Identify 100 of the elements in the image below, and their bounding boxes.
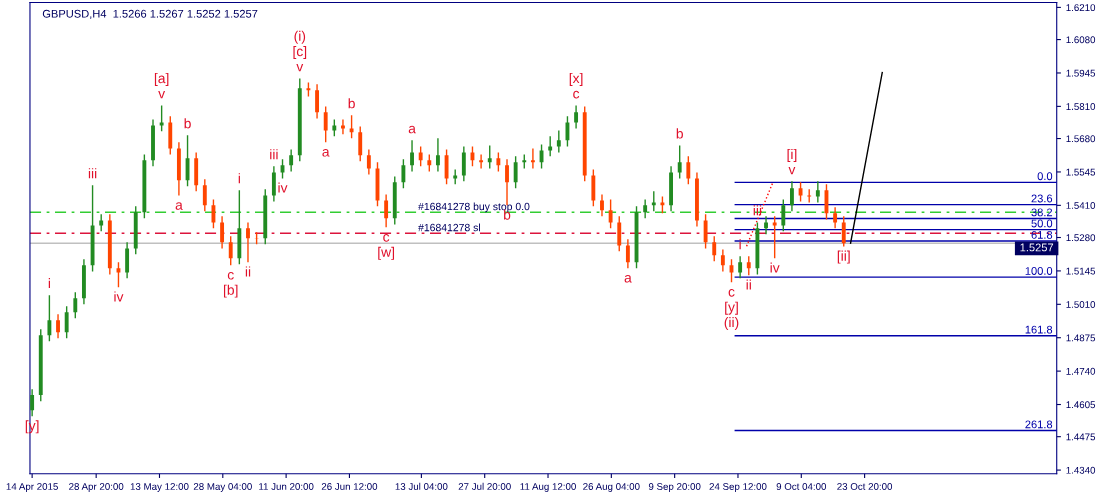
candlestick bbox=[271, 165, 276, 203]
series-label: 100.0 bbox=[1025, 267, 1053, 275]
annotation: [b] bbox=[223, 284, 238, 298]
x-tick-label: 23 Oct 20:00 bbox=[837, 483, 893, 490]
annotation: ii bbox=[746, 279, 751, 290]
series-label: 50.0 bbox=[1031, 219, 1053, 228]
candlestick bbox=[841, 215, 846, 248]
y-tick-label: 1.4475 bbox=[1066, 433, 1096, 441]
annotation: i bbox=[739, 239, 741, 250]
y-tick-label: 1.4605 bbox=[1066, 401, 1096, 409]
series-label: 261.8 bbox=[1025, 420, 1053, 429]
annotation: a bbox=[408, 125, 416, 134]
candlestick bbox=[220, 215, 225, 250]
series-label: 0.0 bbox=[1037, 172, 1053, 181]
candlestick bbox=[358, 125, 363, 162]
y-tick-label: 1.4740 bbox=[1066, 367, 1096, 375]
candlestick bbox=[315, 83, 319, 120]
annotation: [ii] bbox=[837, 250, 850, 264]
candlestick bbox=[574, 104, 579, 130]
text: GBPUSD,H4 1.5266 1.5267 1.5252 1.5257 bbox=[42, 9, 258, 19]
x-tick-label: 28 Apr 20:00 bbox=[69, 483, 124, 492]
candlestick bbox=[496, 151, 501, 173]
candlestick bbox=[548, 135, 553, 158]
candlestick bbox=[738, 255, 743, 280]
candlestick bbox=[410, 139, 414, 173]
candlestick bbox=[56, 313, 60, 339]
series-label: 161.8 bbox=[1025, 325, 1053, 334]
candlestick bbox=[435, 137, 440, 173]
candlestick bbox=[384, 193, 389, 229]
x-tick-label: 9 Oct 04:00 bbox=[776, 483, 827, 490]
candlestick bbox=[815, 180, 820, 204]
y-tick-label: 1.4340 bbox=[1066, 466, 1096, 474]
candlestick bbox=[608, 198, 613, 230]
annotation: b bbox=[348, 98, 355, 109]
candlestick bbox=[444, 148, 449, 186]
annotation: iv bbox=[114, 291, 124, 302]
annotation: [c] bbox=[293, 46, 307, 59]
annotation: b bbox=[676, 128, 683, 139]
candlestick bbox=[686, 155, 691, 186]
annotation: i bbox=[48, 278, 50, 289]
annotation: iv bbox=[770, 262, 780, 273]
annotation: c bbox=[728, 289, 735, 297]
annotation: (ii) bbox=[724, 317, 739, 330]
candlestick bbox=[798, 181, 803, 203]
candlestick bbox=[159, 104, 164, 133]
annotation: [w] bbox=[378, 246, 395, 260]
annotation: v bbox=[158, 91, 166, 99]
candlestick bbox=[461, 145, 466, 183]
candlestick bbox=[720, 248, 725, 273]
candlestick bbox=[228, 235, 233, 266]
series-label: 38.2 bbox=[1031, 208, 1053, 217]
x-tick-label: 26 Jun 12:00 bbox=[321, 483, 378, 490]
annotation: iii bbox=[270, 149, 278, 160]
x-tick-label: 14 Apr 2015 bbox=[6, 483, 58, 492]
candlestick bbox=[323, 105, 328, 143]
annotation: a bbox=[624, 274, 632, 283]
x-tick-label: 26 Aug 04:00 bbox=[583, 483, 640, 492]
candlestick bbox=[349, 114, 354, 139]
candlestick bbox=[513, 155, 518, 189]
candlestick bbox=[712, 235, 717, 262]
x-tick-label: 11 Jun 20:00 bbox=[259, 483, 314, 490]
y-tick-label: 1.5410 bbox=[1066, 202, 1096, 209]
y-tick-label: 1.5945 bbox=[1066, 69, 1096, 77]
y-tick-label: 1.5280 bbox=[1066, 234, 1096, 242]
candlestick bbox=[64, 305, 69, 339]
candlestick bbox=[781, 198, 786, 233]
candlestick bbox=[30, 388, 35, 417]
x-tick-label: 24 Sep 12:00 bbox=[709, 483, 767, 492]
candlestick bbox=[651, 190, 656, 212]
candlestick bbox=[125, 241, 130, 280]
candlestick bbox=[530, 147, 535, 170]
annotation: v bbox=[788, 166, 796, 175]
annotation: [a] bbox=[154, 73, 169, 86]
candlestick bbox=[202, 178, 207, 212]
annotation: c bbox=[227, 271, 234, 280]
annotation: v bbox=[296, 64, 304, 72]
candlestick bbox=[246, 221, 250, 263]
annotation: c bbox=[383, 234, 390, 242]
candlestick bbox=[401, 158, 406, 189]
candlestick bbox=[341, 118, 345, 136]
candlestick bbox=[643, 198, 648, 219]
series-label: 61.8 bbox=[1031, 230, 1053, 239]
candlestick bbox=[746, 255, 751, 277]
candlestick bbox=[479, 153, 484, 170]
ref-line-label: 1.5257 bbox=[1020, 243, 1054, 252]
annotation: iv bbox=[278, 182, 288, 193]
y-tick-label: 1.5545 bbox=[1066, 168, 1096, 176]
annotation: i bbox=[238, 173, 240, 184]
x-tick-label: 28 May 04:00 bbox=[193, 483, 252, 492]
series-label: 23.6 bbox=[1031, 194, 1053, 203]
y-tick-label: 1.5010 bbox=[1066, 301, 1096, 308]
candlestick bbox=[790, 180, 794, 212]
y-tick-label: 1.6210 bbox=[1066, 4, 1096, 12]
annotation: [y] bbox=[725, 301, 738, 315]
annotation: [x] bbox=[569, 73, 583, 86]
y-tick-label: 1.5680 bbox=[1066, 135, 1096, 143]
candlestick bbox=[617, 215, 622, 253]
annotation: [i] bbox=[787, 148, 797, 162]
candlestick bbox=[625, 238, 630, 269]
x-tick-label: 11 Aug 12:00 bbox=[520, 483, 576, 492]
